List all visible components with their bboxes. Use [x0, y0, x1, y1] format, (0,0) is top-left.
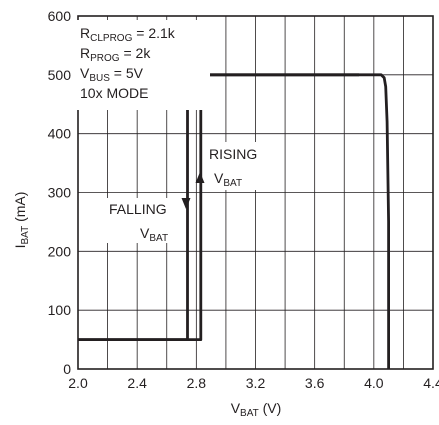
- y-tick-label: 500: [48, 67, 72, 83]
- rising-vbat-label: VBAT: [214, 170, 242, 189]
- falling-arrow: [181, 198, 191, 209]
- condition-mode: 10x MODE: [80, 85, 148, 101]
- series-line-rising-vbat: [78, 73, 390, 369]
- x-tick-label: 4.4: [423, 375, 439, 391]
- y-tick-label: 0: [63, 361, 71, 377]
- y-axis-label: IBAT (mA): [12, 192, 31, 249]
- x-tick-label: 2.8: [187, 375, 207, 391]
- y-tick-label: 400: [48, 126, 72, 142]
- conditions-box: RCLPROG = 2.1k RPROG = 2k VBUS = 5V 10x …: [77, 20, 210, 110]
- plot-frame: [77, 15, 434, 370]
- x-axis-label: VBAT (V): [231, 400, 282, 419]
- y-tick-labels: 0 100 200 300 400 500 600: [48, 8, 72, 377]
- falling-label: FALLING: [109, 201, 167, 217]
- x-tick-label: 4.0: [364, 375, 384, 391]
- rising-arrow: [195, 172, 205, 183]
- x-tick-label: 3.2: [246, 375, 266, 391]
- condition-vbus: VBUS = 5V: [80, 65, 144, 84]
- x-tick-label: 2.0: [68, 375, 88, 391]
- y-tick-label: 200: [48, 243, 72, 259]
- x-tick-label: 2.4: [127, 375, 147, 391]
- x-tick-labels: 2.0 2.4 2.8 3.2 3.6 4.0 4.4: [68, 375, 439, 391]
- condition-rprog: RPROG = 2k: [80, 45, 151, 64]
- falling-annotation: FALLING VBAT: [105, 198, 191, 244]
- rising-annotation: RISING VBAT: [195, 142, 268, 190]
- condition-rclprog: RCLPROG = 2.1k: [80, 25, 176, 44]
- rising-label: RISING: [209, 146, 257, 162]
- falling-vbat-label: VBAT: [140, 225, 168, 244]
- y-tick-label: 300: [48, 185, 72, 201]
- y-tick-label: 100: [48, 302, 72, 318]
- x-tick-label: 3.6: [305, 375, 325, 391]
- curves: [78, 73, 390, 369]
- y-tick-label: 600: [48, 8, 72, 24]
